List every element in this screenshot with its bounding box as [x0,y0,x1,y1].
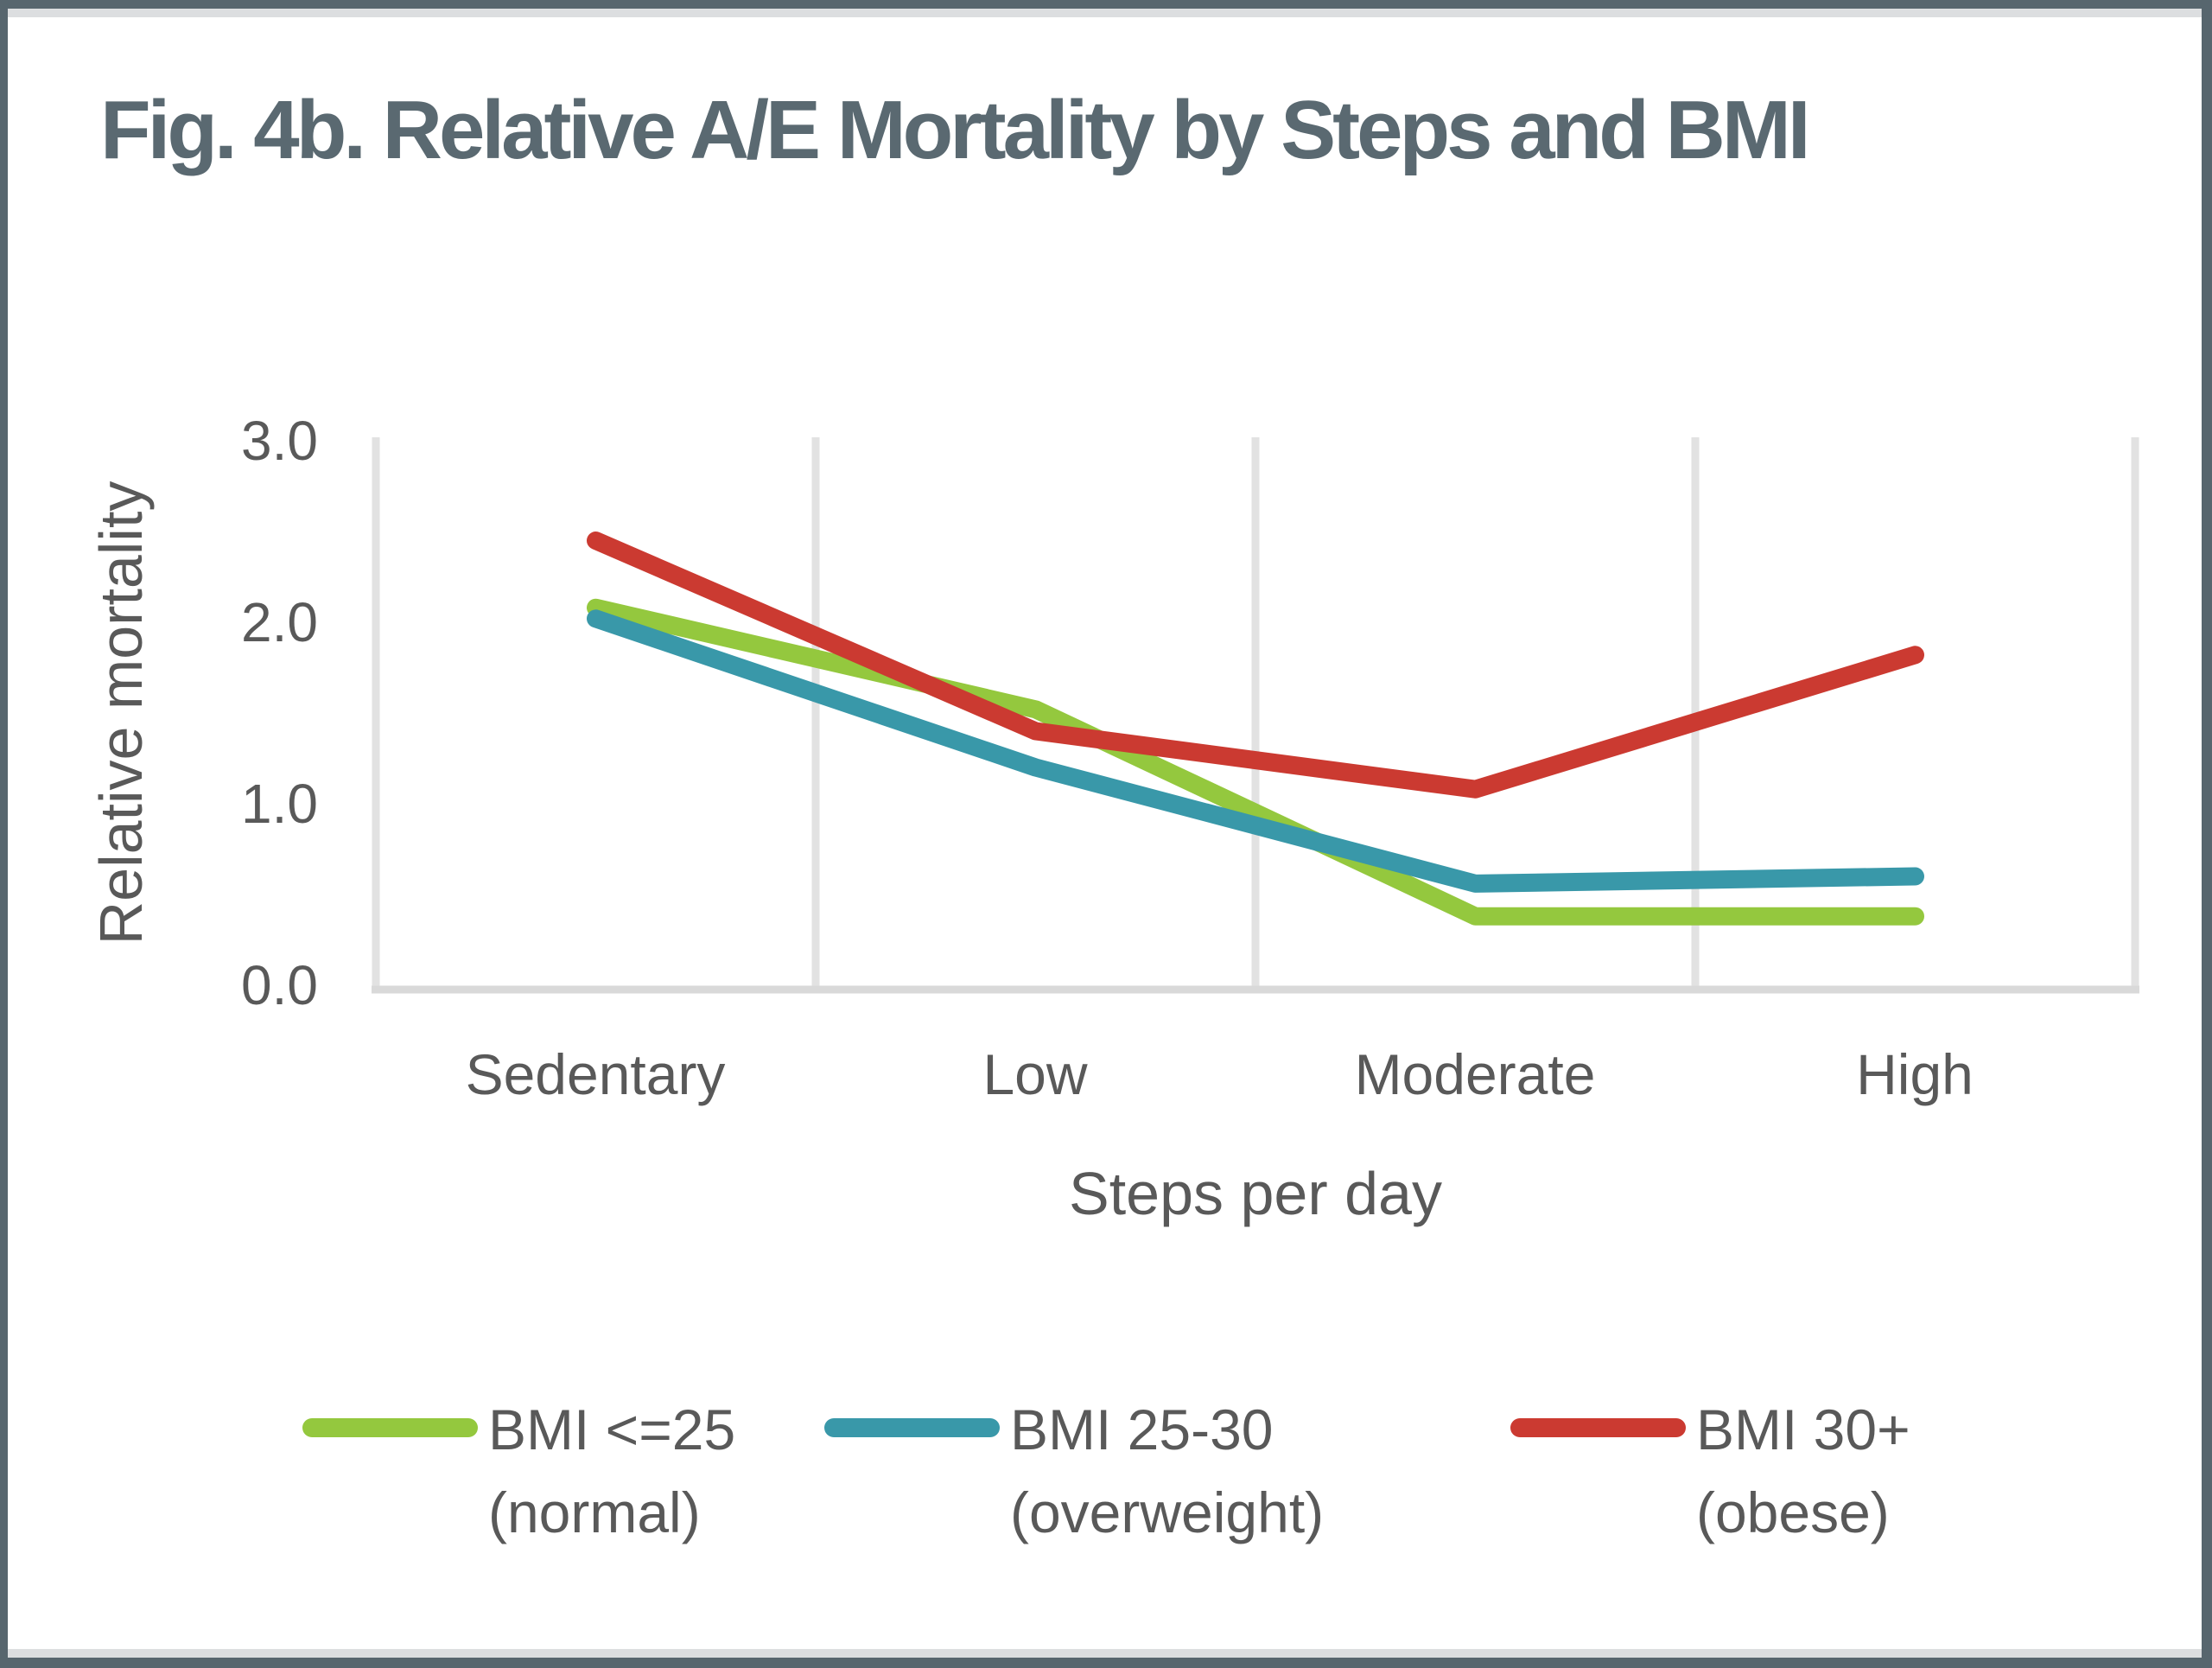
legend-label-line1: BMI 25-30 [1010,1397,1274,1461]
x-category-label-sedentary: Sedentary [465,1042,726,1106]
x-category-label-moderate: Moderate [1354,1042,1596,1106]
frame-border-bottom [0,1658,2212,1668]
frame-border-right [2202,0,2212,1668]
legend-label-line1: BMI 30+ [1696,1397,1910,1461]
frame-accent-strip-top [8,9,2202,17]
legend-label-line1: BMI <=25 [488,1397,736,1461]
y-tick-label-2: 2.0 [241,591,318,653]
legend-swatch-bmi-overweight [824,1418,1000,1437]
series-line-bmi-25-30-overweight [587,609,1924,893]
y-tick-label-1: 1.0 [241,773,318,835]
legend-label-line2: (normal) [488,1480,701,1544]
x-axis-title: Steps per day [1069,1160,1442,1227]
legend-swatch-bmi-obese [1510,1418,1686,1437]
legend-swatch-bmi-normal [302,1418,478,1437]
frame-border-left [0,0,8,1668]
frame-accent-strip-bottom [8,1649,2202,1658]
legend-label-bmi-obese: BMI 30+ (obese) [1696,1388,1910,1554]
legend-label-bmi-overweight: BMI 25-30 (overweight) [1010,1388,1324,1554]
series-line-bmi-25-normal [587,598,1924,926]
legend-label-line2: (overweight) [1010,1480,1325,1544]
legend-label-bmi-normal: BMI <=25 (normal) [488,1388,735,1554]
y-tick-label-3: 3.0 [241,410,318,472]
legend-label-line2: (obese) [1696,1480,1890,1544]
x-category-label-high: High [1856,1042,1974,1106]
chart-title: Fig. 4b. Relative A/E Mortality by Steps… [100,84,1810,176]
y-axis-title: Relative mortality [87,481,155,945]
frame-border-top [0,0,2212,9]
series-line-bmi-30-obese [587,532,1924,799]
x-category-label-low: Low [982,1042,1088,1106]
y-tick-label-0: 0.0 [241,954,318,1016]
